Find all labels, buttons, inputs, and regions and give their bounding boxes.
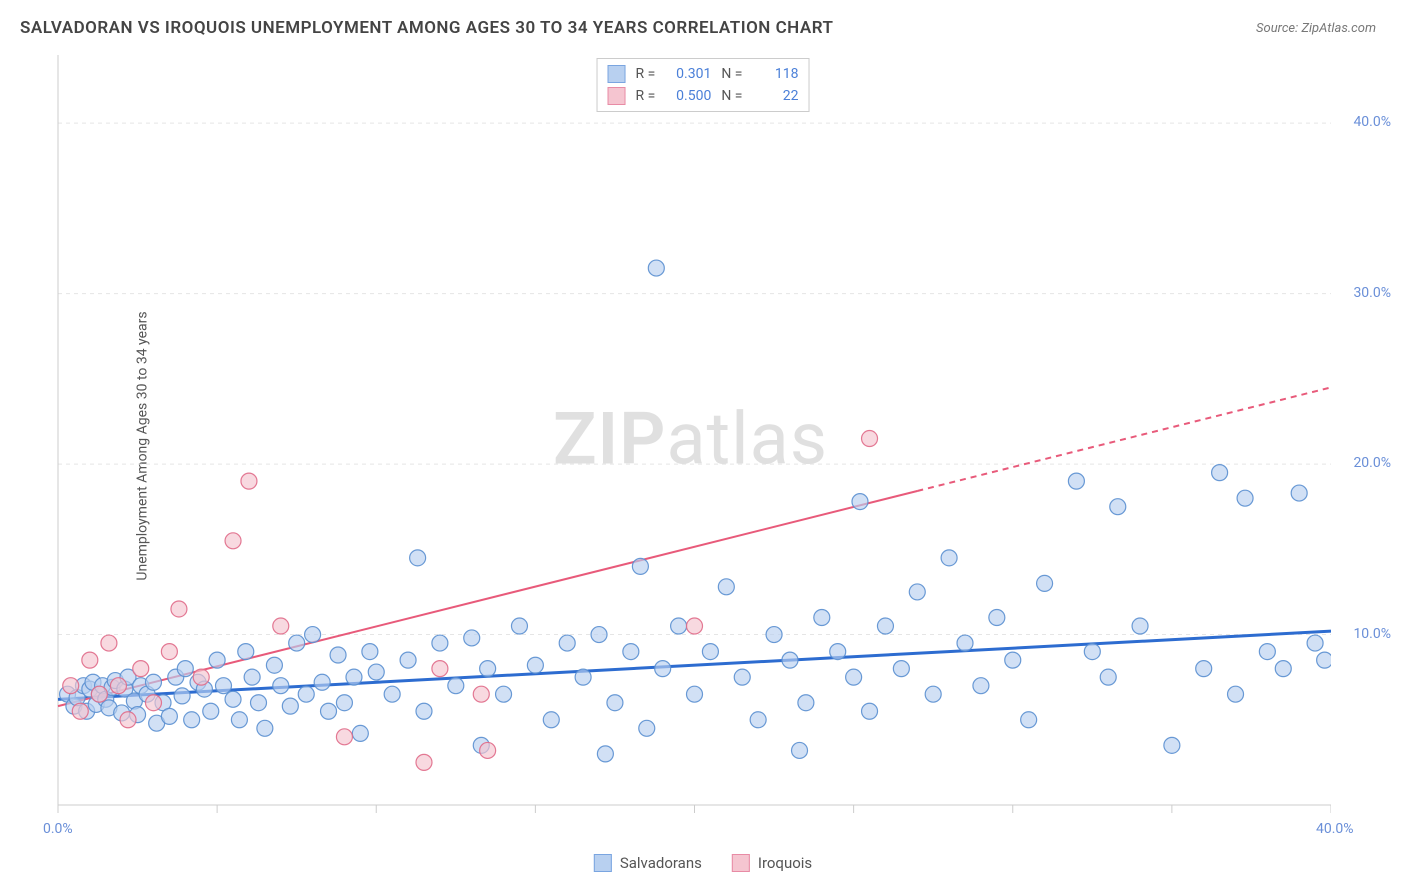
x-tick-label: 40.0% xyxy=(1316,821,1354,837)
y-tick-label: 10.0% xyxy=(1353,626,1391,642)
chart-title: SALVADORAN VS IROQUOIS UNEMPLOYMENT AMON… xyxy=(20,18,833,38)
legend-item-iroquois: Iroquois xyxy=(732,854,812,872)
y-tick-label: 20.0% xyxy=(1353,455,1391,471)
legend-swatch xyxy=(608,65,626,83)
legend-swatch xyxy=(608,87,626,105)
legend-row-salvadorans: R = 0.301 N = 118 xyxy=(608,63,799,85)
legend-row-iroquois: R = 0.500 N = 22 xyxy=(608,85,799,107)
legend-swatch xyxy=(594,854,612,872)
chart-header: SALVADORAN VS IROQUOIS UNEMPLOYMENT AMON… xyxy=(0,0,1406,48)
legend-swatch xyxy=(732,854,750,872)
series-legend: Salvadorans Iroquois xyxy=(594,854,812,872)
legend-item-salvadorans: Salvadorans xyxy=(594,854,702,872)
y-tick-label: 40.0% xyxy=(1353,114,1391,130)
scatter-chart-svg xyxy=(50,55,1331,822)
chart-source: Source: ZipAtlas.com xyxy=(1256,21,1376,36)
y-tick-label: 30.0% xyxy=(1353,285,1391,301)
x-tick-label: 0.0% xyxy=(43,821,73,837)
chart-plot-area: ZIPatlas 10.0%20.0%30.0%40.0%0.0%40.0% xyxy=(50,55,1331,822)
correlation-legend: R = 0.301 N = 118 R = 0.500 N = 22 xyxy=(597,58,810,112)
